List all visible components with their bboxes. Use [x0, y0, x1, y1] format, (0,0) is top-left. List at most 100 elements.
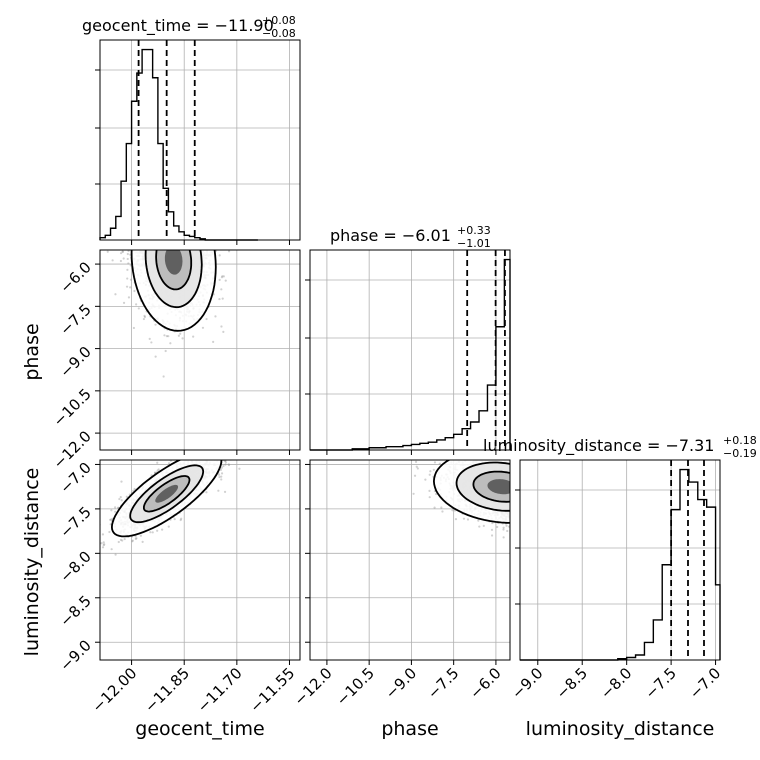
scatter-point	[482, 524, 485, 527]
scatter-point	[428, 473, 431, 476]
scatter-point	[227, 463, 230, 466]
scatter-point	[218, 278, 221, 281]
scatter-point	[118, 497, 121, 501]
hist-step-geocent_time	[99, 48, 258, 241]
scatter-point	[110, 509, 113, 512]
scatter-point	[415, 465, 418, 468]
scatter-point	[180, 517, 183, 520]
scatter-point	[110, 548, 113, 551]
scatter-point	[432, 468, 435, 471]
scatter-point	[502, 526, 505, 529]
scatter-point	[135, 303, 138, 306]
scatter-point	[469, 441, 471, 443]
scatter-point	[440, 506, 443, 509]
scatter-point	[210, 457, 212, 459]
title-phase: phase = −6.01	[330, 226, 451, 245]
scatter-point	[116, 506, 120, 509]
scatter-point	[457, 456, 459, 458]
scatter-point	[467, 457, 469, 459]
scatter-point	[114, 553, 117, 556]
y-tick-label: −8.5	[56, 592, 94, 630]
scatter-point	[222, 464, 225, 468]
panel-frame	[309, 249, 511, 451]
scatter-point	[478, 525, 481, 528]
scatter-point	[195, 455, 197, 457]
scatter-point	[156, 469, 159, 472]
scatter-point	[505, 524, 508, 527]
scatter-point	[162, 375, 165, 378]
scatter-point	[218, 475, 221, 479]
scatter-point	[220, 475, 223, 478]
scatter-point	[505, 455, 507, 457]
scatter-point	[127, 296, 131, 299]
scatter-point	[114, 293, 117, 296]
scatter-point	[220, 466, 223, 469]
scatter-point	[179, 332, 182, 335]
scatter-point	[103, 543, 106, 546]
scatter-point	[428, 496, 431, 499]
scatter-point	[201, 326, 205, 329]
scatter-point	[190, 458, 192, 460]
scatter-point	[220, 478, 223, 481]
scatter-point	[195, 456, 197, 458]
scatter-point	[210, 444, 212, 446]
scatter-point	[238, 467, 241, 470]
scatter-panel-geocent_time-phase: −12.0−10.5−9.0−7.5−6.0	[50, 249, 301, 472]
scatter-point	[473, 444, 475, 446]
scatter-point	[121, 539, 124, 542]
scatter-point	[202, 440, 204, 442]
scatter-point	[198, 456, 200, 458]
scatter-point	[220, 325, 223, 328]
ylabel-phase: phase	[21, 323, 43, 380]
scatter-point	[219, 457, 221, 459]
scatter-point	[506, 455, 508, 457]
scatter-point	[434, 492, 438, 496]
scatter-point	[468, 457, 470, 459]
scatter-point	[204, 455, 206, 457]
scatter-point	[157, 468, 160, 471]
scatter-point	[433, 506, 436, 509]
scatter-point	[102, 541, 105, 544]
xlabel-phase: phase	[381, 718, 438, 740]
y-tick-label: −6.0	[56, 258, 94, 296]
scatter-point	[218, 297, 221, 301]
scatter-point	[462, 517, 466, 520]
scatter-point	[194, 456, 196, 458]
scatter-point	[165, 335, 168, 338]
scatter-point	[221, 275, 224, 278]
scatter-point	[205, 456, 207, 458]
scatter-point	[217, 489, 220, 492]
scatter-point	[122, 301, 126, 304]
scatter-point	[470, 455, 472, 457]
scatter-point	[164, 349, 167, 353]
scatter-point	[223, 460, 227, 463]
scatter-point	[135, 537, 138, 540]
scatter-point	[469, 455, 471, 457]
scatter-point	[106, 250, 109, 253]
scatter-point	[114, 506, 117, 509]
scatter-point	[220, 288, 223, 291]
scatter-point	[212, 340, 215, 343]
xlabel-geocent-time: geocent_time	[135, 718, 264, 740]
y-tick-label: −7.5	[56, 503, 94, 541]
scatter-point	[500, 456, 502, 458]
hist-step-phase	[310, 258, 511, 451]
scatter-point	[205, 491, 208, 494]
scatter-point	[196, 453, 198, 455]
y-tick-label: −10.5	[50, 385, 95, 430]
scatter-point	[126, 268, 129, 271]
scatter-point	[126, 252, 129, 256]
scatter-point	[217, 456, 219, 458]
scatter-point	[454, 518, 458, 521]
scatter-point	[125, 495, 128, 498]
title-luminosity-distance-plus: +0.18	[723, 434, 757, 447]
scatter-point	[134, 535, 137, 538]
scatter-point	[214, 454, 216, 456]
scatter-point	[109, 518, 113, 521]
panel-frame	[519, 459, 721, 661]
scatter-point	[190, 456, 192, 458]
scatter-point	[429, 470, 432, 473]
scatter-point	[156, 529, 159, 532]
scatter-point	[441, 510, 444, 513]
